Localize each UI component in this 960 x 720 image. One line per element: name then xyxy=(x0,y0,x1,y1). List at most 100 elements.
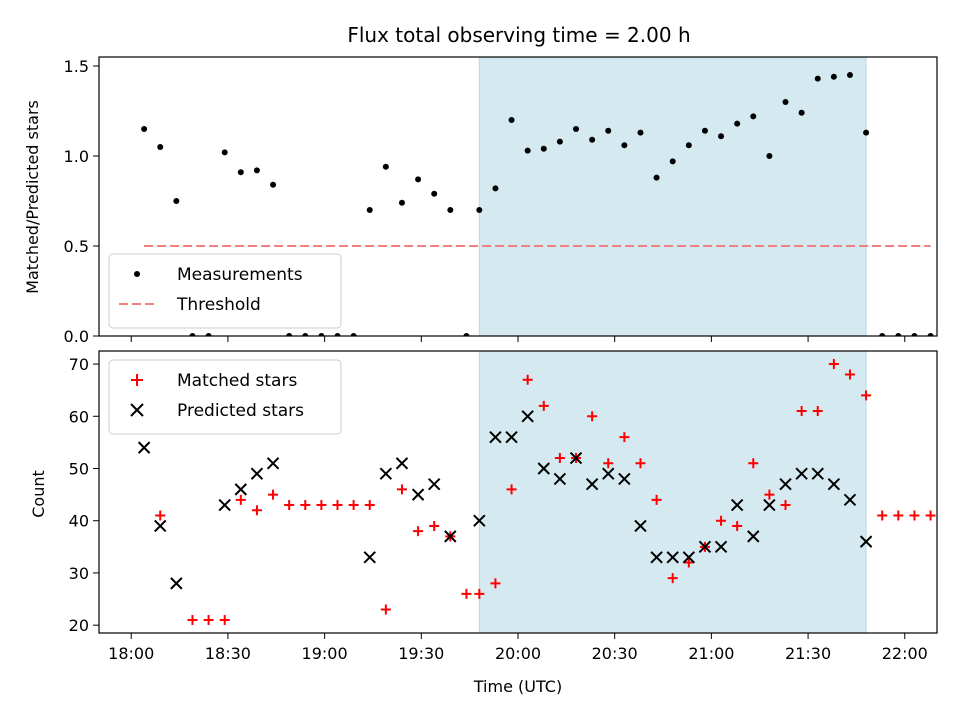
predicted-point xyxy=(795,467,808,480)
measurement-point xyxy=(141,126,148,132)
predicted-point xyxy=(266,457,280,470)
predicted-point xyxy=(411,488,425,501)
measurement-point xyxy=(621,142,628,149)
measurement-point xyxy=(637,129,644,136)
measurement-point xyxy=(589,136,596,143)
matched-point xyxy=(332,500,343,511)
legend-box xyxy=(108,253,342,329)
plot-area xyxy=(137,351,936,633)
legend: Matched stars Predicted stars xyxy=(108,359,342,435)
measurement-point xyxy=(366,207,373,213)
measurement-point xyxy=(463,333,470,336)
y-tick-label: 0.5 xyxy=(64,237,89,256)
predicted-point xyxy=(154,519,167,533)
predicted-point xyxy=(395,457,409,470)
predicted-point xyxy=(666,551,679,564)
measurement-point xyxy=(879,333,886,336)
predicted-point xyxy=(698,540,712,554)
matched-point xyxy=(284,500,295,511)
matched-point xyxy=(429,520,440,531)
measurement-point xyxy=(830,73,837,80)
measurement-point xyxy=(492,185,499,192)
x-axis-label: Time (UTC) xyxy=(473,677,562,696)
measurement-point xyxy=(270,181,277,188)
matched-point xyxy=(877,510,888,521)
x-tick-label: 18:30 xyxy=(205,644,251,663)
predicted-point xyxy=(569,451,583,465)
x-tick-label: 20:00 xyxy=(495,644,541,663)
observing-window-span xyxy=(478,351,867,633)
predicted-point xyxy=(779,477,792,491)
matched-point xyxy=(828,359,839,370)
predicted-point xyxy=(730,498,744,512)
measurement-point xyxy=(540,145,547,152)
x-tick-label: 22:00 xyxy=(882,644,928,663)
measurement-point xyxy=(237,169,244,176)
predicted-point xyxy=(714,540,728,554)
x-tick-label: 20:30 xyxy=(592,644,638,663)
measurement-point xyxy=(253,167,260,174)
measurement-point xyxy=(334,333,341,336)
y-tick-label: 0.0 xyxy=(64,327,89,346)
predicted-point xyxy=(489,430,502,444)
matched-point xyxy=(461,588,472,599)
chart-title: Flux total observing time = 2.00 h xyxy=(347,23,690,47)
matched-point xyxy=(187,614,198,625)
measurement-point xyxy=(734,120,741,127)
matched-point xyxy=(619,432,630,443)
predicted-point xyxy=(634,519,647,533)
matched-point xyxy=(716,515,727,526)
measurement-point xyxy=(398,199,405,206)
matched-point xyxy=(748,458,759,469)
y-tick-label: 30 xyxy=(69,564,89,583)
matched-point xyxy=(780,500,791,511)
predicted-point xyxy=(218,498,231,512)
matched-point xyxy=(251,505,262,516)
matched-point xyxy=(316,500,327,511)
predicted-point xyxy=(473,514,486,527)
matched-point xyxy=(844,369,855,380)
matched-point xyxy=(635,458,646,469)
measurement-point xyxy=(415,176,422,183)
predicted-point xyxy=(521,410,534,423)
y-tick-label: 60 xyxy=(69,407,89,426)
legend: Measurements Threshold xyxy=(108,253,342,329)
predicted-point xyxy=(505,430,518,444)
series-measurements xyxy=(141,72,934,336)
count-panel: 20 30 40 50 60 70 18:00 18:30 19:00 19:30 20:00 20:… xyxy=(69,350,938,663)
predicted-point xyxy=(363,551,376,564)
predicted-point xyxy=(618,472,631,486)
y-tick-label: 1.5 xyxy=(64,57,89,76)
matched-point xyxy=(219,614,230,625)
x-tick-label: 21:00 xyxy=(688,644,734,663)
measurement-point xyxy=(814,75,821,82)
predicted-point xyxy=(843,493,857,507)
measurement-point xyxy=(173,198,180,204)
matched-point xyxy=(235,494,246,505)
matched-point xyxy=(603,458,614,469)
matched-point xyxy=(587,411,598,422)
top-y-axis-label: Matched/Predicted stars xyxy=(23,100,42,294)
predicted-point xyxy=(747,530,760,543)
predicted-point xyxy=(537,462,550,475)
predicted-point xyxy=(234,483,248,496)
matched-point xyxy=(925,510,936,521)
measurement-point xyxy=(476,207,483,213)
legend-matched-swatch xyxy=(131,374,143,386)
predicted-point xyxy=(650,551,663,564)
matched-point xyxy=(667,573,678,584)
y-tick-label: 70 xyxy=(69,355,89,374)
y-tick-label: 20 xyxy=(69,616,89,635)
measurement-point xyxy=(718,133,725,140)
predicted-point xyxy=(811,467,824,480)
measurement-point xyxy=(669,158,676,165)
measurement-point xyxy=(573,126,580,132)
predicted-point xyxy=(170,577,183,590)
predicted-point xyxy=(763,498,776,512)
predicted-point xyxy=(585,477,599,491)
predicted-point xyxy=(250,467,264,480)
measurement-point xyxy=(701,127,708,134)
matched-point xyxy=(364,500,375,511)
series-predicted-stars xyxy=(137,410,873,590)
